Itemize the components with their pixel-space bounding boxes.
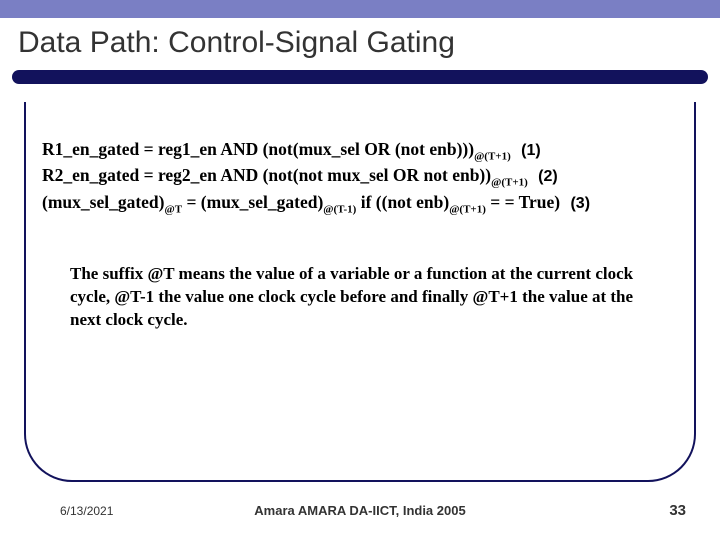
eq3-tag: (3): [564, 195, 590, 212]
eq3-b-sub: @(T-1): [323, 203, 356, 215]
eq1-sub: @(T+1): [474, 151, 511, 163]
eq2-main: R2_en_gated = reg2_en AND (not(not mux_s…: [42, 165, 491, 185]
eq3-d: = = True): [486, 192, 560, 212]
eq3-c-sub: @(T+1): [449, 203, 486, 215]
slide-title: Data Path: Control-Signal Gating: [18, 26, 702, 60]
footer-page: 33: [669, 502, 686, 519]
equations-block: R1_en_gated = reg1_en AND (not(mux_sel O…: [14, 98, 706, 235]
equation-2: R2_en_gated = reg2_en AND (not(not mux_s…: [42, 164, 678, 190]
eq3-a: (mux_sel_gated): [42, 192, 164, 212]
content-frame: R1_en_gated = reg1_en AND (not(mux_sel O…: [14, 84, 706, 332]
eq3-c: if ((not enb): [356, 192, 449, 212]
explanation-text: The suffix @T means the value of a varia…: [14, 235, 706, 332]
eq1-main: R1_en_gated = reg1_en AND (not(mux_sel O…: [42, 139, 474, 159]
eq1-tag: (1): [515, 142, 541, 159]
top-accent-bar: [0, 0, 720, 18]
equation-3: (mux_sel_gated)@T = (mux_sel_gated)@(T-1…: [42, 191, 678, 217]
eq3-a-sub: @T: [164, 203, 182, 215]
equation-1: R1_en_gated = reg1_en AND (not(mux_sel O…: [42, 138, 678, 164]
footer: 6/13/2021 Amara AMARA DA-IICT, India 200…: [0, 503, 720, 518]
eq3-b: = (mux_sel_gated): [182, 192, 323, 212]
eq2-tag: (2): [532, 168, 558, 185]
title-area: Data Path: Control-Signal Gating: [0, 18, 720, 70]
divider-bar: [12, 70, 708, 84]
footer-date: 6/13/2021: [60, 504, 113, 518]
eq2-sub: @(T+1): [491, 177, 528, 189]
